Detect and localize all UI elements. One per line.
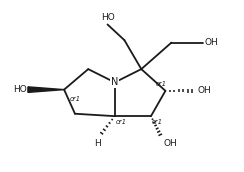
Text: HO: HO: [13, 85, 27, 94]
Polygon shape: [28, 87, 64, 92]
Text: or1: or1: [116, 119, 127, 125]
Text: N: N: [111, 77, 118, 87]
Text: OH: OH: [204, 38, 218, 47]
Text: HO: HO: [101, 13, 114, 22]
Text: OH: OH: [163, 139, 177, 148]
Text: H: H: [94, 139, 101, 148]
Text: OH: OH: [198, 86, 212, 95]
Text: or1: or1: [156, 81, 167, 87]
Text: or1: or1: [152, 119, 163, 125]
Text: or1: or1: [69, 96, 81, 102]
